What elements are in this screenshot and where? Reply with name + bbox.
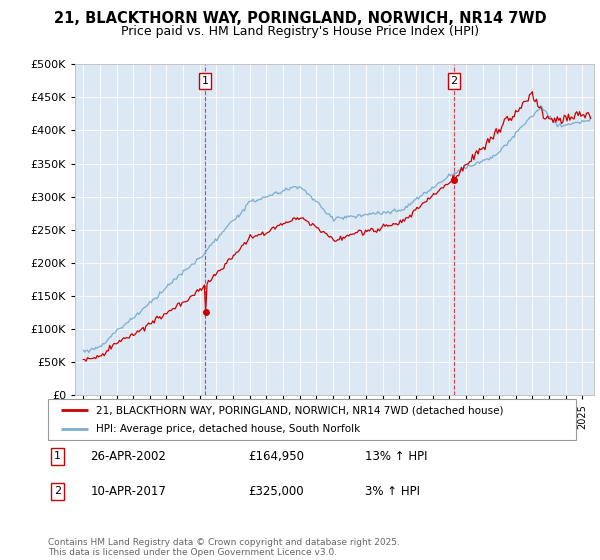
Text: 1: 1 <box>54 451 61 461</box>
Text: 2: 2 <box>54 487 61 496</box>
FancyBboxPatch shape <box>48 399 576 440</box>
Text: HPI: Average price, detached house, South Norfolk: HPI: Average price, detached house, Sout… <box>95 424 360 433</box>
Text: 2: 2 <box>451 76 457 86</box>
Text: 21, BLACKTHORN WAY, PORINGLAND, NORWICH, NR14 7WD (detached house): 21, BLACKTHORN WAY, PORINGLAND, NORWICH,… <box>95 405 503 415</box>
Text: £164,950: £164,950 <box>248 450 305 463</box>
Text: 3% ↑ HPI: 3% ↑ HPI <box>365 485 420 498</box>
Text: 10-APR-2017: 10-APR-2017 <box>90 485 166 498</box>
Text: 26-APR-2002: 26-APR-2002 <box>90 450 166 463</box>
Text: Contains HM Land Registry data © Crown copyright and database right 2025.
This d: Contains HM Land Registry data © Crown c… <box>48 538 400 557</box>
Text: 1: 1 <box>202 76 209 86</box>
Text: £325,000: £325,000 <box>248 485 304 498</box>
Text: 21, BLACKTHORN WAY, PORINGLAND, NORWICH, NR14 7WD: 21, BLACKTHORN WAY, PORINGLAND, NORWICH,… <box>53 11 547 26</box>
Text: Price paid vs. HM Land Registry's House Price Index (HPI): Price paid vs. HM Land Registry's House … <box>121 25 479 38</box>
Text: 13% ↑ HPI: 13% ↑ HPI <box>365 450 427 463</box>
